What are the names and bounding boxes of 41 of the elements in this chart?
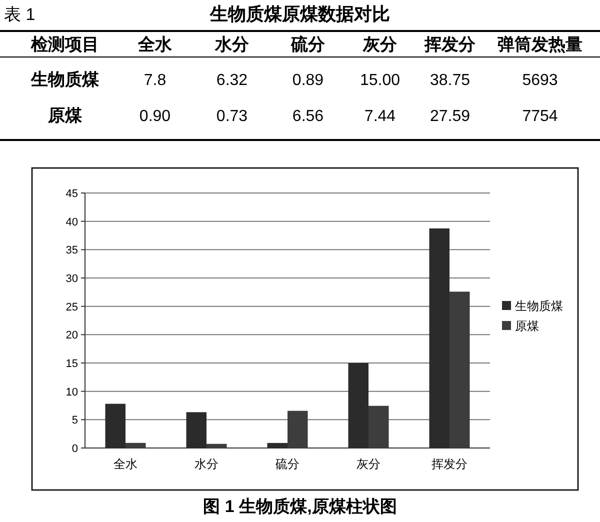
y-tick-label: 25 (66, 301, 78, 314)
legend-label: 生物质煤 (515, 299, 563, 313)
category-label: 弹筒发热量 (498, 35, 582, 54)
text: 检测项目 (30, 35, 99, 54)
category-label: 水分 (214, 35, 250, 54)
data-label: 27.59 (430, 108, 470, 125)
category-label: 灰分 (362, 35, 398, 54)
text: 生物质煤原煤数据对比 (209, 4, 390, 24)
y-tick-label: 15 (66, 358, 78, 370)
data-label: 6.32 (216, 72, 248, 89)
text: 生物质煤 (30, 70, 100, 89)
x-tick-label: 灰分 (356, 457, 380, 471)
y-tick-label: 45 (66, 188, 78, 200)
y-tick-label: 30 (66, 273, 78, 285)
text: 图 1 生物质煤,原煤柱状图 (203, 497, 397, 516)
x-tick-label: 全水 (114, 457, 138, 471)
category-label: 挥发分 (424, 35, 476, 54)
y-tick-label: 0 (72, 443, 78, 455)
data-label: 5693 (522, 72, 558, 89)
text: 原煤 (47, 106, 83, 125)
y-tick-label: 40 (66, 216, 78, 228)
data-label: 0.73 (216, 108, 248, 125)
data-label: 0.89 (292, 72, 324, 89)
data-label: 6.56 (292, 108, 324, 125)
legend-label: 原煤 (515, 319, 539, 333)
data-label: 7.8 (144, 72, 166, 89)
y-tick-label: 35 (66, 244, 78, 257)
text: 表 1 (4, 5, 36, 24)
x-tick-label: 硫分 (276, 457, 300, 471)
data-label: 15.00 (360, 72, 400, 89)
x-tick-label: 水分 (194, 457, 218, 471)
data-label: 7.44 (364, 108, 396, 125)
data-label: 38.75 (430, 72, 470, 89)
x-tick-label: 挥发分 (432, 457, 468, 471)
y-tick-label: 10 (66, 386, 78, 398)
data-label: 0.90 (139, 108, 171, 125)
category-label: 硫分 (290, 35, 326, 54)
y-tick-label: 20 (66, 330, 78, 342)
y-tick-label: 5 (72, 414, 78, 427)
data-label: 7754 (522, 108, 558, 125)
category-label: 全水 (137, 35, 173, 54)
